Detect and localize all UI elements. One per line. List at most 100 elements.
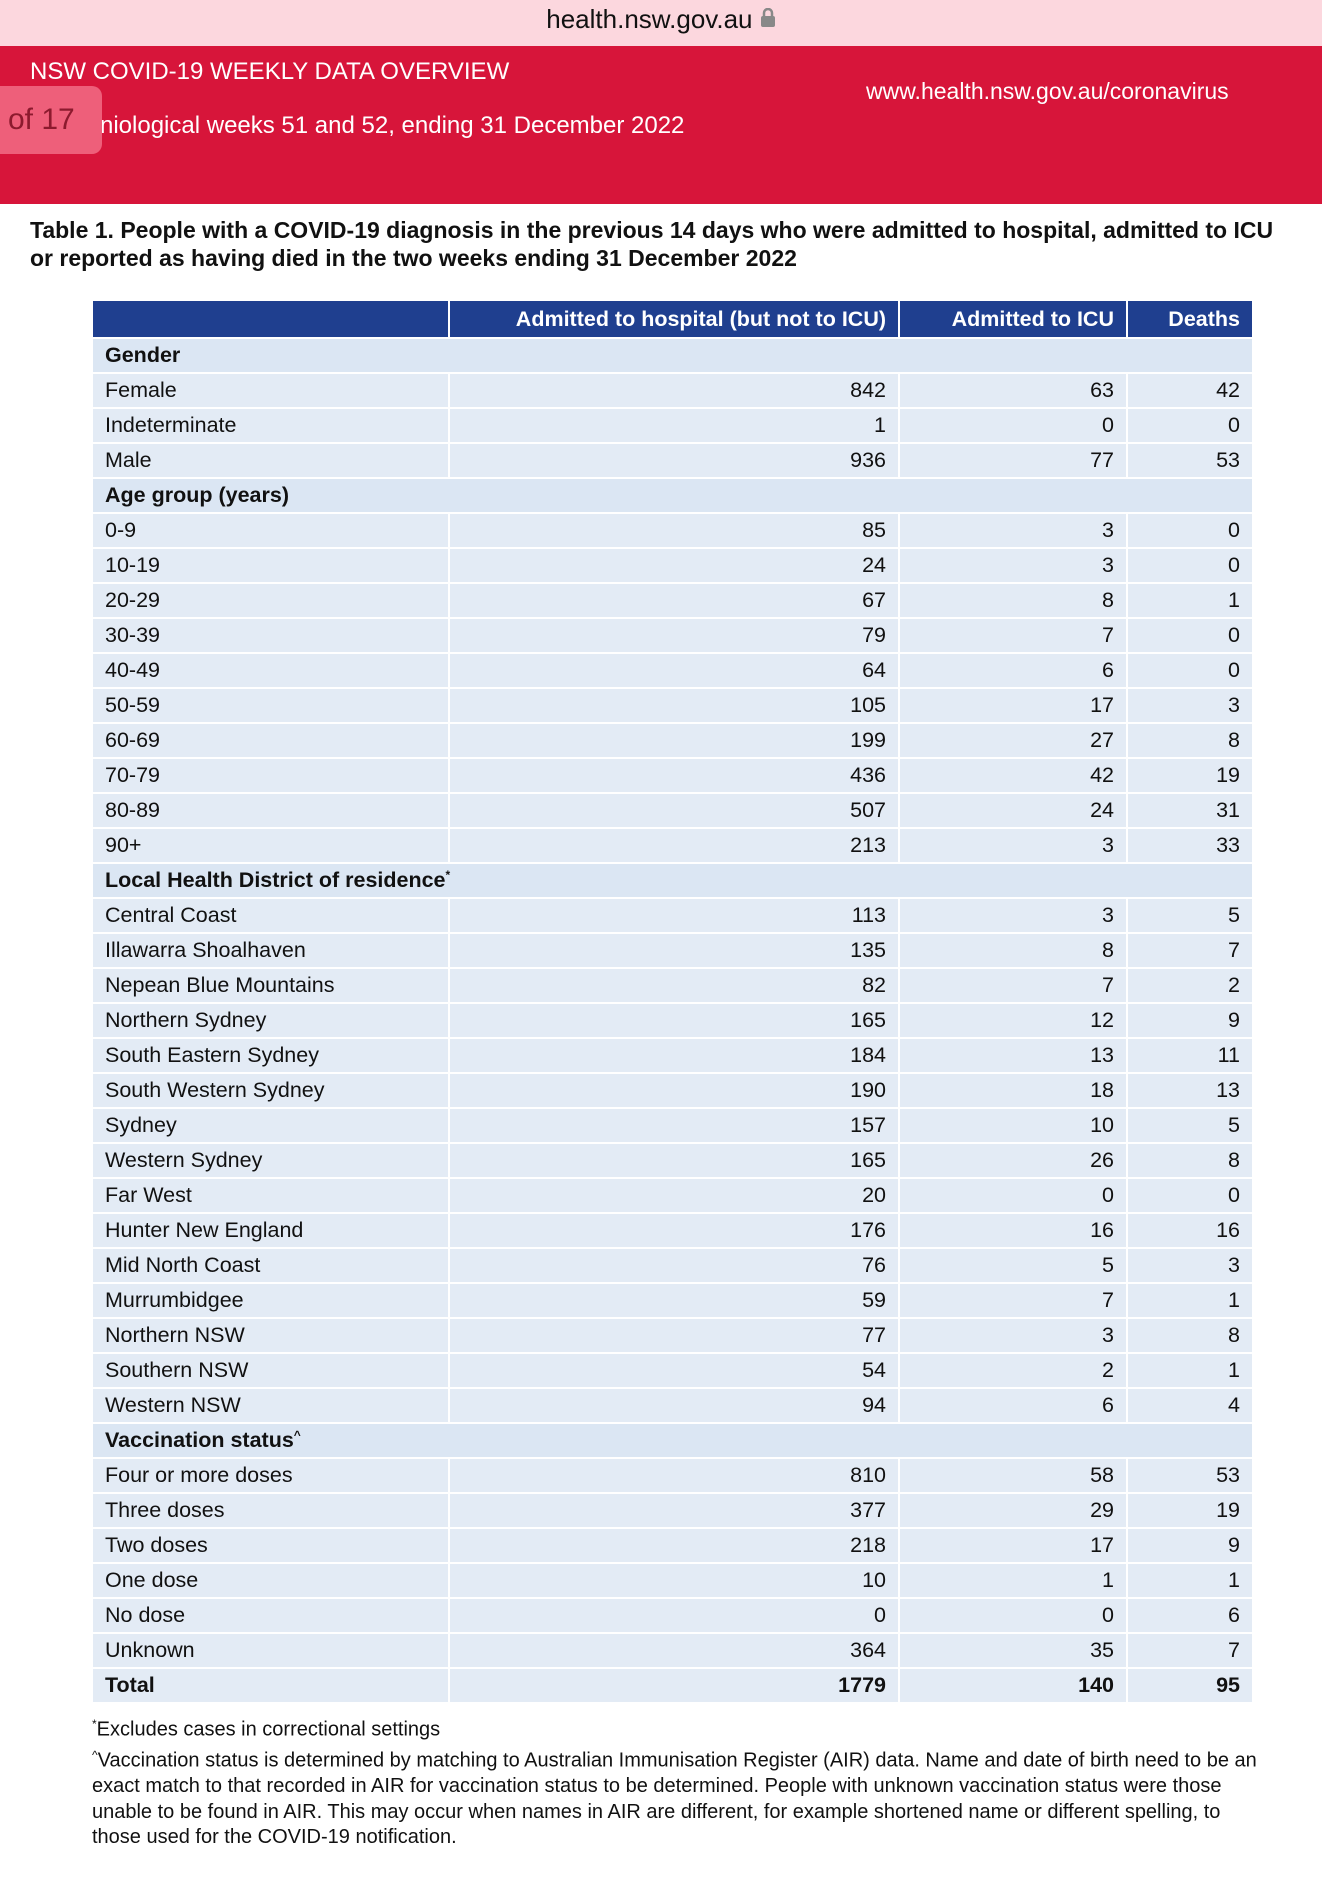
website: www.health.nsw.gov.au/coronavirus xyxy=(866,78,1229,104)
value-cell: 35 xyxy=(900,1634,1126,1667)
data-row: Two doses 218 17 9 xyxy=(93,1529,1252,1562)
value-cell: 59 xyxy=(450,1284,898,1317)
value-cell: 0 xyxy=(1128,619,1252,652)
footnote: ^Vaccination status is determined by mat… xyxy=(92,1743,1262,1851)
value-cell: 53 xyxy=(1128,444,1252,477)
row-label: Total xyxy=(93,1669,448,1702)
value-cell: 18 xyxy=(900,1074,1126,1107)
row-label: South Eastern Sydney xyxy=(93,1039,448,1072)
value-cell: 53 xyxy=(1128,1459,1252,1492)
note-mark: ^ xyxy=(293,1427,301,1442)
value-cell: 7 xyxy=(1128,1634,1252,1667)
value-cell: 64 xyxy=(450,654,898,687)
value-cell: 29 xyxy=(900,1494,1126,1527)
row-label: Two doses xyxy=(93,1529,448,1562)
row-label: 10-19 xyxy=(93,549,448,582)
row-label: Male xyxy=(93,444,448,477)
footnote-mark: * xyxy=(92,1717,97,1731)
section-title: Gender xyxy=(105,343,181,367)
value-cell: 6 xyxy=(900,654,1126,687)
value-cell: 13 xyxy=(1128,1074,1252,1107)
row-label: 40-49 xyxy=(93,654,448,687)
value-cell: 213 xyxy=(450,829,898,862)
row-label: Indeterminate xyxy=(93,409,448,442)
header-cell xyxy=(93,301,448,337)
total-row: Total 1779 140 95 xyxy=(93,1669,1252,1702)
report-header: NSW COVID-19 WEEKLY DATA OVERVIEW niolog… xyxy=(0,46,1322,204)
url: health.nsw.gov.au xyxy=(546,4,753,34)
address-bar[interactable]: health.nsw.gov.au xyxy=(0,0,1322,46)
value-cell: 6 xyxy=(1128,1599,1252,1632)
value-cell: 3 xyxy=(900,829,1126,862)
row-label: One dose xyxy=(93,1564,448,1597)
value-cell: 31 xyxy=(1128,794,1252,827)
value-cell: 27 xyxy=(900,724,1126,757)
value-cell: 1 xyxy=(900,1564,1126,1597)
value-cell: 190 xyxy=(450,1074,898,1107)
data-row: 70-79 436 42 19 xyxy=(93,759,1252,792)
value-cell: 58 xyxy=(900,1459,1126,1492)
value-cell: 157 xyxy=(450,1109,898,1142)
value-cell: 3 xyxy=(900,514,1126,547)
data-row: 40-49 64 6 0 xyxy=(93,654,1252,687)
row-label: Illawarra Shoalhaven xyxy=(93,934,448,967)
value-cell: 1 xyxy=(1128,1354,1252,1387)
value-cell: 20 xyxy=(450,1179,898,1212)
value-cell: 77 xyxy=(450,1319,898,1352)
value-cell: 10 xyxy=(900,1109,1126,1142)
value-cell: 0 xyxy=(1128,1179,1252,1212)
value-cell: 79 xyxy=(450,619,898,652)
value-cell: 42 xyxy=(1128,374,1252,407)
value-cell: 24 xyxy=(900,794,1126,827)
value-cell: 0 xyxy=(900,1599,1126,1632)
value-cell: 19 xyxy=(1128,1494,1252,1527)
value-cell: 0 xyxy=(900,409,1126,442)
section-title: Local Health District of residence xyxy=(105,868,446,893)
value-cell: 67 xyxy=(450,584,898,617)
section-row: Local Health District of residence* xyxy=(93,864,1252,897)
row-label: 70-79 xyxy=(93,759,448,792)
value-cell: 0 xyxy=(1128,514,1252,547)
row-label: 50-59 xyxy=(93,689,448,722)
value-cell: 165 xyxy=(450,1004,898,1037)
value-cell: 8 xyxy=(1128,1319,1252,1352)
value-cell: 76 xyxy=(450,1249,898,1282)
value-cell: 1 xyxy=(450,409,898,442)
section-label: Age group (years) xyxy=(93,479,1252,512)
value-cell: 13 xyxy=(900,1039,1126,1072)
row-label: Mid North Coast xyxy=(93,1249,448,1282)
row-label: Western Sydney xyxy=(93,1144,448,1177)
value-cell: 0 xyxy=(1128,654,1252,687)
row-label: 20-29 xyxy=(93,584,448,617)
section-row: Vaccination status^ xyxy=(93,1424,1252,1457)
value-cell: 0 xyxy=(900,1179,1126,1212)
data-row: 80-89 507 24 31 xyxy=(93,794,1252,827)
value-cell: 77 xyxy=(900,444,1126,477)
row-label: Central Coast xyxy=(93,899,448,932)
table-caption: Table 1. People with a COVID-19 diagnosi… xyxy=(30,217,1274,271)
value-cell: 507 xyxy=(450,794,898,827)
data-row: Unknown 364 35 7 xyxy=(93,1634,1252,1667)
value-cell: 176 xyxy=(450,1214,898,1247)
note-mark: * xyxy=(445,867,451,882)
data-row: 10-19 24 3 0 xyxy=(93,549,1252,582)
value-cell: 7 xyxy=(900,619,1126,652)
value-cell: 2 xyxy=(900,1354,1126,1387)
value-cell: 199 xyxy=(450,724,898,757)
value-cell: 7 xyxy=(900,1284,1126,1317)
row-label: 0-9 xyxy=(93,514,448,547)
data-row: Mid North Coast 76 5 3 xyxy=(93,1249,1252,1282)
value-cell: 1 xyxy=(1128,1564,1252,1597)
value-cell: 3 xyxy=(900,549,1126,582)
column-header: Admitted to ICU xyxy=(900,301,1126,337)
value-cell: 3 xyxy=(900,899,1126,932)
data-row: Northern NSW 77 3 8 xyxy=(93,1319,1252,1352)
row-label: Western NSW xyxy=(93,1389,448,1422)
value-cell: 5 xyxy=(900,1249,1126,1282)
page-badge[interactable]: of 17 xyxy=(0,86,102,154)
value-cell: 7 xyxy=(1128,934,1252,967)
value-cell: 24 xyxy=(450,549,898,582)
value-cell: 810 xyxy=(450,1459,898,1492)
value-cell: 17 xyxy=(900,1529,1126,1562)
